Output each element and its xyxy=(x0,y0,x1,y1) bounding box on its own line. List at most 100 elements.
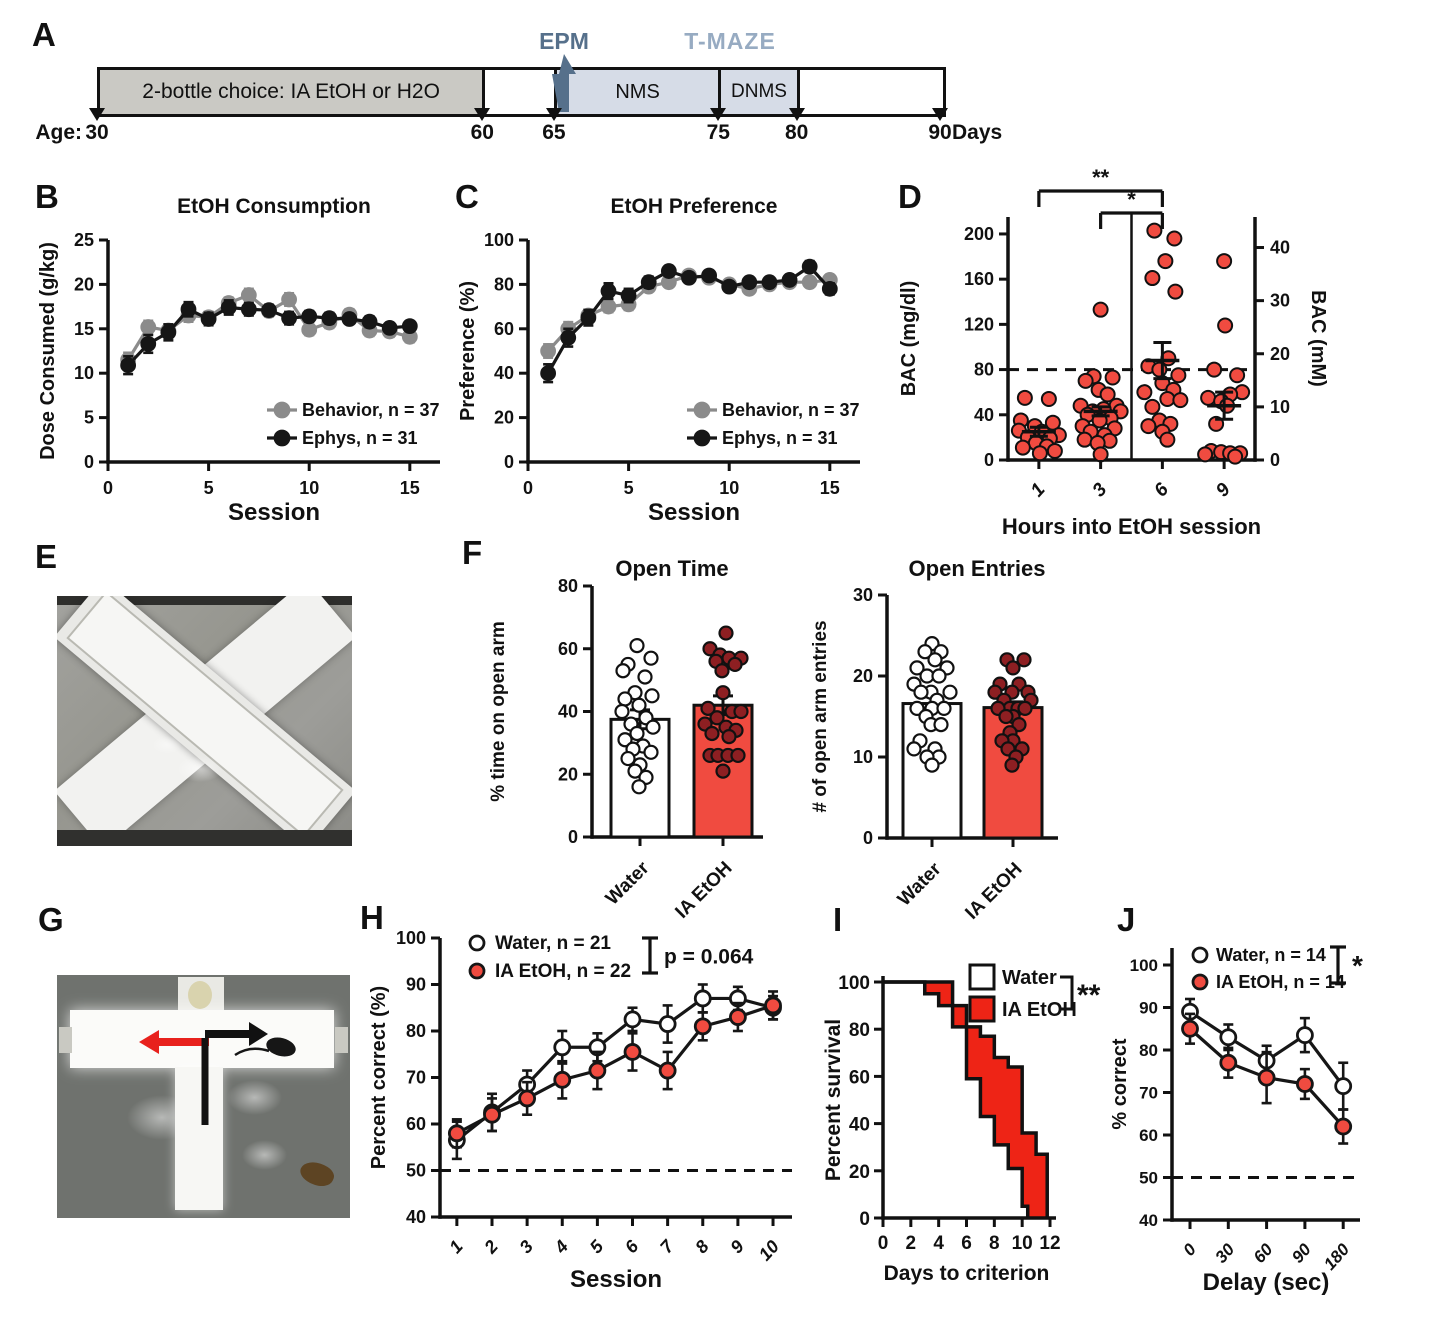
svg-text:50: 50 xyxy=(1139,1169,1158,1188)
svg-text:% correct: % correct xyxy=(1109,1038,1131,1129)
svg-text:0: 0 xyxy=(504,452,514,472)
tmaze-label: T-MAZE xyxy=(684,28,776,54)
svg-text:Days to criterion: Days to criterion xyxy=(884,1262,1050,1285)
svg-text:160: 160 xyxy=(964,269,994,289)
panel-label-h: H xyxy=(360,899,384,936)
timeline-tick-marker xyxy=(788,108,805,121)
svg-text:Percent survival: Percent survival xyxy=(822,1019,845,1181)
svg-text:20: 20 xyxy=(1270,344,1290,364)
svg-text:1: 1 xyxy=(1027,479,1050,501)
svg-text:80: 80 xyxy=(558,576,578,596)
svg-text:5: 5 xyxy=(204,478,214,498)
age-label: Age: xyxy=(35,121,82,144)
svg-text:90: 90 xyxy=(1139,999,1158,1018)
svg-text:8: 8 xyxy=(691,1236,713,1257)
timeline-2bottle-segment: 2-bottle choice: IA EtOH or H2O xyxy=(100,70,486,114)
svg-text:7: 7 xyxy=(656,1236,678,1258)
svg-text:0: 0 xyxy=(103,478,113,498)
svg-text:*: * xyxy=(1352,950,1363,981)
svg-text:IA EtOH: IA EtOH xyxy=(1002,999,1077,1021)
svg-text:0: 0 xyxy=(878,1233,889,1254)
svg-text:6: 6 xyxy=(961,1233,972,1254)
right-choice-arrowhead xyxy=(249,1022,268,1046)
svg-text:6: 6 xyxy=(1150,479,1173,501)
svg-text:Session: Session xyxy=(228,499,320,526)
svg-text:0: 0 xyxy=(984,450,994,470)
svg-text:40: 40 xyxy=(1270,238,1290,258)
svg-text:40: 40 xyxy=(558,702,578,722)
svg-text:BAC (mM): BAC (mM) xyxy=(1307,290,1329,387)
panel-label-f: F xyxy=(462,534,483,571)
mouse xyxy=(266,1037,296,1057)
svg-text:5: 5 xyxy=(586,1236,608,1258)
timeline-gap-segment xyxy=(485,70,557,114)
tmaze-annotations xyxy=(139,981,296,1125)
tmaze-stem-arm xyxy=(175,1067,223,1210)
timeline-tick-marker xyxy=(932,108,948,121)
svg-text:10: 10 xyxy=(1012,1233,1033,1254)
svg-text:60: 60 xyxy=(558,639,578,659)
floor-reflection xyxy=(242,1140,287,1170)
svg-text:BAC (mg/dl): BAC (mg/dl) xyxy=(898,281,920,397)
svg-text:9: 9 xyxy=(1212,479,1235,501)
svg-text:Session: Session xyxy=(648,499,740,526)
svg-text:0: 0 xyxy=(523,478,533,498)
floor-reflection xyxy=(227,1080,282,1115)
svg-text:40: 40 xyxy=(494,363,514,383)
svg-text:20: 20 xyxy=(849,1162,870,1183)
svg-text:40: 40 xyxy=(849,1115,870,1136)
svg-text:10: 10 xyxy=(1270,397,1290,417)
chart-tmaze-acquisition: 40 50 60 70 80 90 100 1 2 3 4 5 6 7 8 9 10 Session Percent… xyxy=(368,928,792,1293)
panel-label-e: E xyxy=(35,538,58,575)
svg-text:1: 1 xyxy=(445,1236,467,1257)
svg-text:40: 40 xyxy=(1139,1211,1158,1230)
svg-text:25: 25 xyxy=(74,230,94,250)
nms-label: NMS xyxy=(615,80,660,103)
svg-text:60: 60 xyxy=(494,319,514,339)
svg-text:Percent correct (%): Percent correct (%) xyxy=(368,986,390,1169)
timeline-tick-day: 75 xyxy=(706,121,730,144)
svg-text:100: 100 xyxy=(484,230,514,250)
svg-text:70: 70 xyxy=(406,1068,426,1088)
panel-label-j: J xyxy=(1117,901,1136,938)
svg-text:Dose Consumed (g/kg): Dose Consumed (g/kg) xyxy=(37,242,59,460)
timeline-tick-day: 65 xyxy=(542,121,566,144)
svg-text:15: 15 xyxy=(74,319,94,339)
svg-text:2: 2 xyxy=(906,1233,917,1254)
svg-text:60: 60 xyxy=(1139,1126,1158,1145)
timeline-end-segment xyxy=(799,70,943,114)
panel-label-a: A xyxy=(32,16,56,53)
svg-text:80: 80 xyxy=(494,274,514,294)
svg-text:40: 40 xyxy=(974,405,994,425)
svg-text:4: 4 xyxy=(550,1236,572,1258)
panel-label-i: I xyxy=(833,901,843,938)
svg-text:5: 5 xyxy=(84,408,94,428)
svg-text:10: 10 xyxy=(74,363,94,383)
svg-text:20: 20 xyxy=(853,666,873,686)
svg-text:60: 60 xyxy=(849,1067,870,1088)
timeline-tick-marker xyxy=(710,108,727,121)
svg-text:3: 3 xyxy=(1089,479,1112,501)
svg-text:70: 70 xyxy=(1139,1084,1158,1103)
svg-text:40: 40 xyxy=(406,1207,426,1227)
epm-label: EPM xyxy=(539,28,589,54)
timeline-tick-marker xyxy=(89,108,105,121)
svg-text:10: 10 xyxy=(755,1236,783,1264)
svg-text:20: 20 xyxy=(74,274,94,294)
svg-text:60: 60 xyxy=(406,1114,426,1134)
svg-text:20: 20 xyxy=(494,408,514,428)
svg-text:IA EtOH, n = 14: IA EtOH, n = 14 xyxy=(1216,972,1345,992)
svg-text:3: 3 xyxy=(516,1236,538,1257)
svg-text:100: 100 xyxy=(838,973,870,994)
svg-text:0: 0 xyxy=(859,1209,870,1230)
panel-label-d: D xyxy=(898,178,922,215)
tmaze-left-clip xyxy=(59,1027,72,1053)
panel-label-g: G xyxy=(38,901,64,938)
epm-photo-bottom-edge xyxy=(57,830,352,846)
svg-text:100: 100 xyxy=(396,928,426,948)
svg-text:2: 2 xyxy=(480,1236,502,1258)
svg-text:Ephys, n = 31: Ephys, n = 31 xyxy=(722,428,838,448)
